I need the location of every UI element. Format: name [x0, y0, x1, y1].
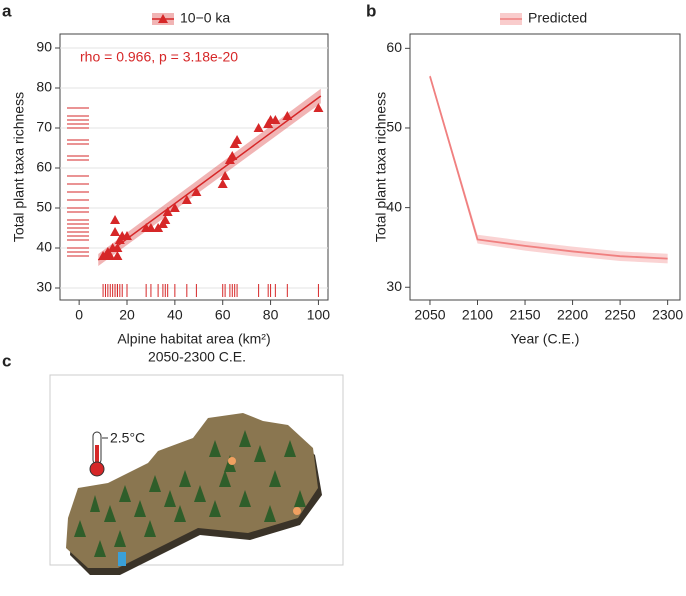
x-tick-label: 2300 — [652, 307, 683, 323]
point — [162, 207, 173, 216]
point — [227, 151, 238, 160]
y-tick-label: 50 — [36, 199, 52, 215]
thermometer-bulb — [89, 461, 105, 477]
point — [169, 203, 180, 212]
x-tick-label: 2250 — [605, 307, 636, 323]
point — [232, 135, 243, 144]
flower — [228, 457, 236, 465]
illustration — [49, 374, 344, 575]
x-tick-label: 100 — [307, 307, 331, 323]
x-tick-label: 80 — [263, 307, 279, 323]
flower — [293, 507, 301, 515]
point — [145, 223, 156, 232]
annotation: rho = 0.966, p = 3.18e-20 — [80, 49, 238, 65]
x-axis-label: Year (C.E.) — [511, 331, 580, 347]
x-tick-label: 2100 — [462, 307, 493, 323]
point — [112, 243, 123, 252]
y-axis-label: Total plant taxa richness — [373, 92, 389, 242]
point — [217, 179, 228, 188]
panel-label: c — [2, 351, 11, 370]
plot-frame — [59, 33, 329, 301]
x-tick-label: 40 — [167, 307, 183, 323]
legend-label: 10−0 ka — [180, 10, 230, 26]
terrain — [66, 413, 318, 568]
confidence-band — [429, 73, 668, 264]
point — [110, 215, 121, 224]
y-tick-label: 80 — [36, 79, 52, 95]
panel-label: a — [2, 1, 12, 20]
y-tick-label: 70 — [36, 119, 52, 135]
y-tick-label: 60 — [386, 39, 402, 55]
x-tick-label: 2200 — [557, 307, 588, 323]
legend-marker — [158, 14, 168, 23]
point — [112, 251, 123, 260]
x-tick-label: 0 — [75, 307, 83, 323]
y-tick-label: 40 — [36, 239, 52, 255]
point — [191, 187, 202, 196]
point — [153, 223, 164, 232]
y-axis-label: Total plant taxa richness — [11, 92, 27, 242]
trees — [74, 430, 306, 557]
y-tick-label: 60 — [36, 159, 52, 175]
water — [118, 552, 126, 566]
y-tick-label: 30 — [36, 279, 52, 295]
line — [429, 75, 668, 260]
x-axis-label: Alpine habitat area (km²) — [117, 331, 270, 347]
y-tick-label: 90 — [36, 39, 52, 55]
x-tick-label: 2050 — [414, 307, 445, 323]
y-tick-label: 30 — [386, 278, 402, 294]
x-tick-label: 20 — [119, 307, 135, 323]
point — [313, 103, 324, 112]
point — [253, 123, 264, 132]
point — [105, 251, 116, 260]
plot-frame — [409, 33, 681, 301]
x-tick-label: 60 — [215, 307, 231, 323]
y-tick-label: 40 — [386, 198, 402, 214]
legend-label: Predicted — [528, 10, 587, 26]
point — [110, 227, 121, 236]
illustration-title: 2050-2300 C.E. — [148, 349, 246, 365]
point — [282, 111, 293, 120]
panel-label: b — [366, 1, 376, 20]
point — [270, 115, 281, 124]
point — [122, 231, 132, 240]
x-tick-label: 2150 — [509, 307, 540, 323]
y-tick-label: 50 — [386, 119, 402, 135]
point — [160, 215, 171, 224]
point — [220, 171, 231, 180]
point — [181, 195, 192, 204]
thermometer-fill — [95, 445, 99, 465]
fit-line — [97, 95, 322, 261]
temperature-label: 2.5°C — [110, 430, 145, 446]
